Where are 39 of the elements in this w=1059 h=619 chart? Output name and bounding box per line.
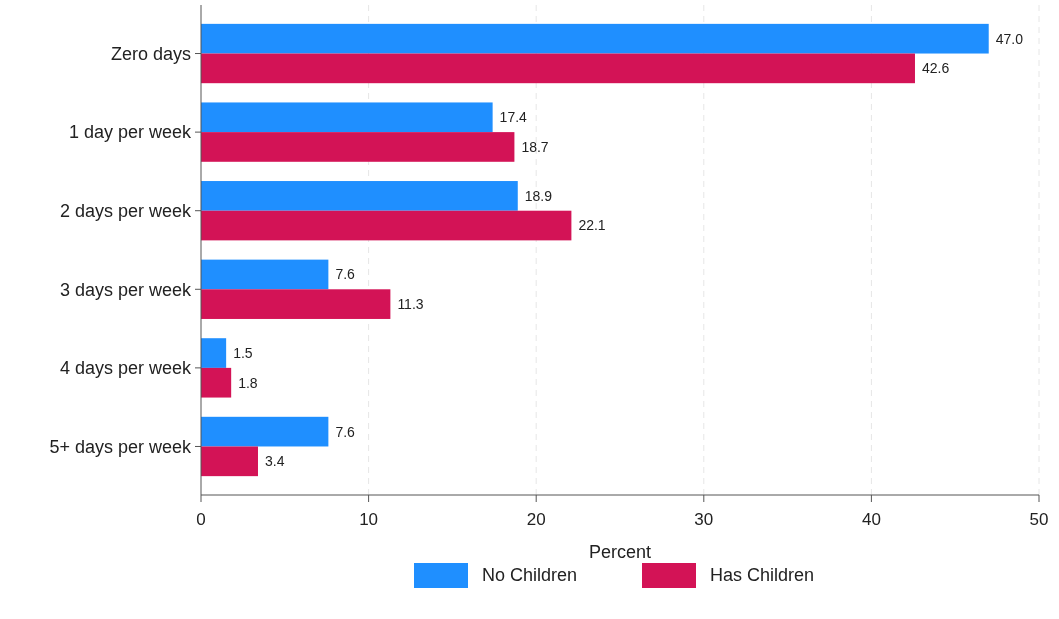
y-tick-label: 2 days per week [59, 201, 192, 222]
bar [201, 53, 915, 84]
legend-label: Has Children [710, 565, 815, 586]
x-axis-title: Percent [588, 542, 652, 562]
data-label: 3.4 [264, 453, 285, 470]
bar [201, 181, 518, 211]
data-label: 17.4 [499, 109, 528, 126]
bar [201, 210, 572, 241]
bar [201, 416, 329, 447]
y-tick-label: Zero days [110, 43, 191, 64]
y-tick-label: 4 days per week [59, 358, 192, 379]
data-label: 1.8 [238, 374, 258, 391]
bar [201, 259, 329, 290]
legend-label: No Children [482, 565, 578, 586]
data-label: 18.7 [521, 138, 549, 155]
bar [201, 446, 258, 477]
data-label: 11.3 [397, 296, 424, 313]
bar [201, 102, 493, 133]
x-tick-label: 10 [359, 510, 379, 529]
data-label: 7.6 [335, 266, 356, 283]
bar [201, 289, 391, 319]
bar [201, 23, 989, 54]
bar [201, 338, 227, 368]
x-tick-label: 50 [1029, 510, 1049, 529]
data-label: 47.0 [995, 30, 1024, 47]
x-tick-label: 0 [196, 510, 206, 529]
bar [201, 132, 515, 162]
data-label: 1.5 [233, 344, 253, 361]
data-label: 42.6 [921, 60, 950, 77]
x-tick-label: 20 [526, 510, 546, 529]
bar [201, 367, 232, 398]
data-label: 22.1 [578, 217, 606, 234]
x-tick-label: 40 [861, 510, 881, 529]
y-tick-label: 3 days per week [59, 279, 192, 300]
data-label: 18.9 [524, 187, 553, 204]
y-tick-label: 5+ days per week [49, 436, 192, 457]
data-label: 7.6 [335, 423, 356, 440]
y-tick-label: 1 day per week [68, 122, 192, 143]
x-tick-label: 30 [694, 510, 714, 529]
